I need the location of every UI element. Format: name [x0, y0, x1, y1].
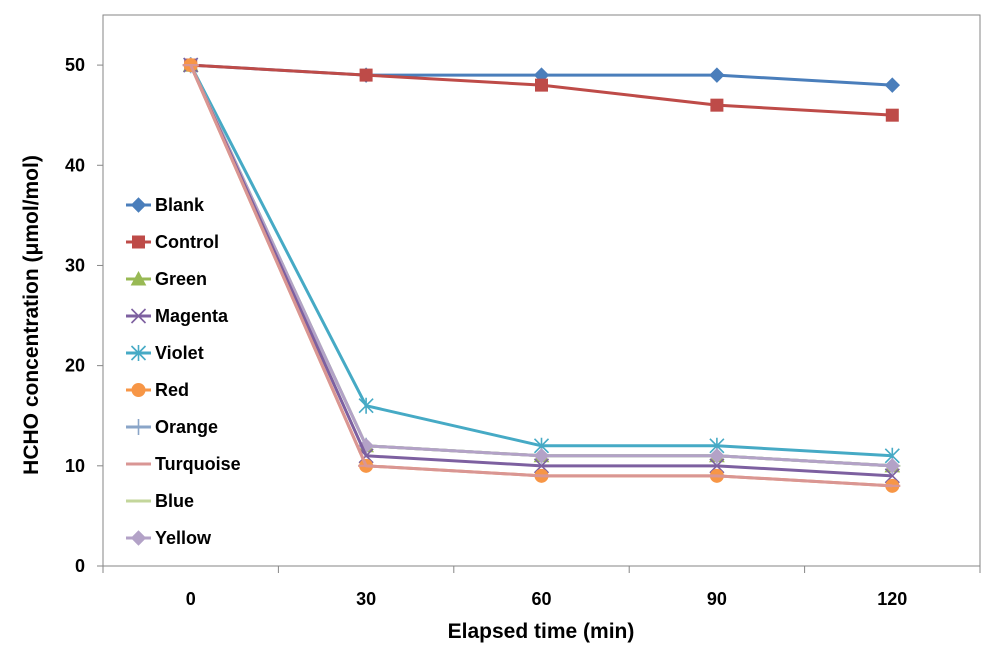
x-axis-title: Elapsed time (min): [448, 620, 635, 643]
y-tick-label: 40: [65, 155, 85, 175]
x-tick-label: 120: [877, 589, 907, 609]
axes: 0 10 20 30 40 50 0 30 60 90 120: [65, 14, 981, 609]
y-tick-label: 30: [65, 255, 85, 275]
legend-item-turquoise: Turquoise: [126, 454, 241, 474]
legend-marker-violet: [130, 345, 147, 361]
data-point-magenta: [884, 468, 900, 484]
legend-item-violet: Violet: [126, 343, 204, 363]
legend-marker-blank: [130, 197, 147, 213]
y-tick-label: 10: [65, 456, 85, 476]
series-layer: [182, 57, 901, 493]
legend-label: Blank: [155, 195, 205, 215]
x-tick-label: 0: [186, 589, 196, 609]
data-point-control: [535, 78, 548, 92]
data-point-violet: [358, 397, 374, 414]
data-point-magenta: [533, 458, 550, 474]
legend-marker-magenta: [130, 308, 147, 324]
legend-label: Turquoise: [155, 454, 241, 474]
x-tick-label: 30: [356, 589, 376, 609]
data-point-control: [885, 108, 899, 122]
legend-label: Magenta: [155, 306, 229, 326]
legend-label: Orange: [155, 417, 218, 437]
legend-label: Yellow: [155, 528, 212, 548]
legend-item-blank: Blank: [126, 195, 205, 215]
legend-item-magenta: Magenta: [126, 306, 229, 326]
legend-label: Violet: [155, 343, 204, 363]
series-magenta: [183, 57, 900, 484]
data-point-control: [710, 98, 724, 112]
y-tick-label: 20: [65, 356, 85, 376]
legend-item-blue: Blue: [126, 491, 194, 511]
legend-marker-red: [131, 383, 146, 397]
x-tick-label: 90: [707, 589, 727, 609]
data-point-control: [359, 68, 373, 82]
data-point-yellow: [884, 458, 901, 474]
legend-label: Blue: [155, 491, 194, 511]
data-point-yellow: [533, 448, 550, 464]
legend-marker-orange: [130, 419, 147, 435]
legend-item-orange: Orange: [126, 417, 218, 437]
data-point-magenta: [358, 448, 374, 464]
legend-item-yellow: Yellow: [126, 528, 212, 548]
data-point-magenta: [709, 458, 725, 474]
legend-label: Control: [155, 232, 219, 252]
legend-item-red: Red: [126, 380, 189, 400]
y-axis-title: HCHO concentration (μmol/mol): [20, 155, 43, 475]
x-tick-label: 60: [531, 589, 551, 609]
data-point-blank: [709, 67, 725, 83]
legend-marker-control: [132, 235, 145, 249]
series-yellow: [182, 57, 901, 474]
legend-marker-yellow: [130, 530, 147, 546]
legend-label: Green: [155, 269, 207, 289]
series-violet: [183, 57, 900, 464]
y-tick-label: 0: [75, 556, 85, 576]
legend-item-control: Control: [126, 232, 219, 252]
legend: Blank Control Green Magenta Violet Red Orange T…: [126, 195, 241, 548]
y-tick-label: 50: [65, 55, 85, 75]
series-turquoise: [182, 63, 901, 488]
plot-border: [102, 14, 981, 567]
legend-marker-green: [130, 270, 147, 286]
legend-item-green: Green: [126, 269, 207, 289]
data-point-yellow: [709, 448, 725, 464]
legend-label: Red: [155, 380, 189, 400]
data-point-blank: [884, 77, 901, 93]
